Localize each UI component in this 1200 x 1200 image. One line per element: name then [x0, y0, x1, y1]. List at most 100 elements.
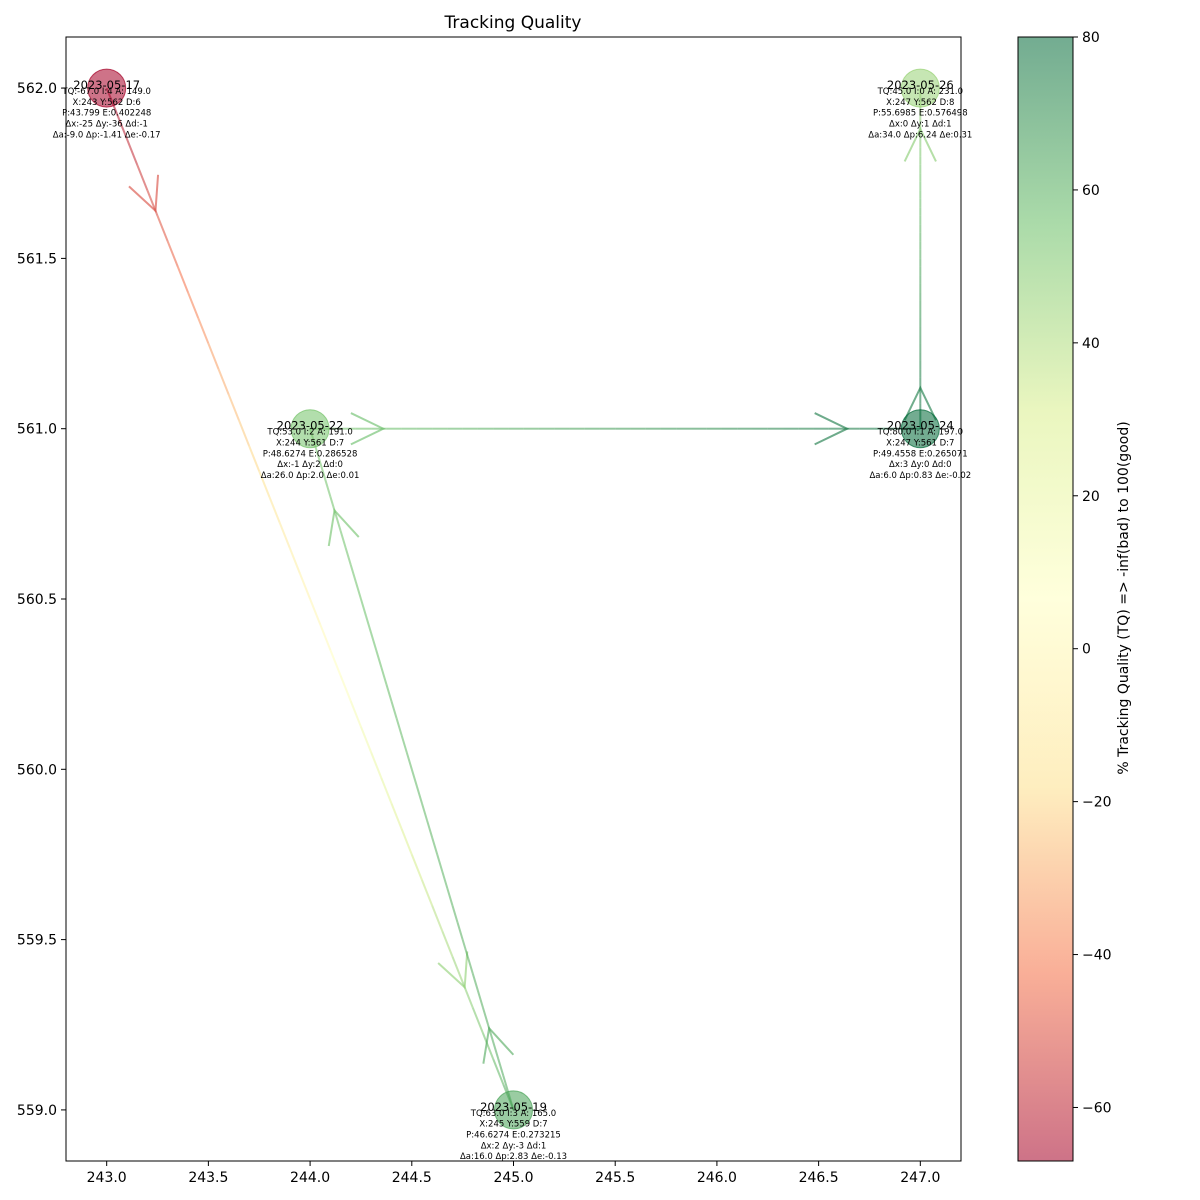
- data-point[interactable]: [900, 409, 940, 449]
- arrow-segment: [344, 547, 352, 566]
- arrow-segment: [410, 769, 418, 787]
- point-info-label: X:247 Y:561 D:7: [886, 438, 954, 448]
- x-tick-label: 245.0: [493, 1170, 533, 1186]
- arrow-segment: [421, 879, 434, 906]
- arrow-segment: [339, 530, 347, 549]
- arrow-segment: [492, 1058, 505, 1085]
- data-point[interactable]: [87, 68, 127, 108]
- arrow-segment: [319, 624, 332, 651]
- arrow-segment: [446, 888, 454, 906]
- arrow-head: [482, 1025, 515, 1064]
- point-info-label: Δx:3 Δy:0 Δd:0: [889, 460, 952, 470]
- arrow-segment: [451, 905, 459, 923]
- point-date-label: 2023-05-24: [887, 419, 954, 433]
- point-info-label: X:243 Y:562 D:6: [73, 98, 141, 108]
- y-tick-label: 562.0: [17, 81, 57, 97]
- arrow-segment: [349, 700, 362, 728]
- x-tick-label: 246.0: [697, 1170, 737, 1186]
- arrow-head: [903, 126, 937, 162]
- x-tick-label: 247.0: [900, 1170, 940, 1186]
- arrow-segment: [451, 956, 464, 983]
- y-tick-label: 560.0: [17, 762, 57, 778]
- arrow-segment: [349, 564, 357, 583]
- arrow-segment: [237, 419, 250, 447]
- point-info-label: P:48.6274 E:0.286528: [263, 449, 358, 459]
- arrow-segment: [461, 939, 469, 957]
- colorbar-tick-label: 20: [1082, 489, 1100, 505]
- x-tick-label: 243.0: [87, 1170, 127, 1186]
- y-tick-label: 561.0: [17, 422, 57, 438]
- arrow-head: [814, 412, 850, 446]
- arrow-segment: [400, 734, 408, 753]
- arrow-segment: [334, 513, 342, 532]
- arrow-head: [327, 508, 360, 547]
- data-point[interactable]: [494, 1090, 533, 1130]
- point-date-label: 2023-05-17: [73, 78, 140, 92]
- point-info-label: P:55.6985 E:0.576498: [873, 109, 968, 119]
- arrow-segment: [492, 1041, 500, 1060]
- x-tick-label: 243.5: [188, 1170, 228, 1186]
- arrow-segment: [415, 786, 423, 804]
- arrow-segment: [380, 666, 388, 685]
- arrow-segment: [380, 777, 393, 804]
- colorbar-tick-label: 60: [1082, 183, 1100, 199]
- point-info-label: Δx:2 Δy:-3 Δd:1: [481, 1141, 547, 1151]
- arrow-segment: [329, 649, 342, 677]
- arrow-segment: [471, 1007, 484, 1034]
- point-date-label: 2023-05-26: [887, 78, 954, 92]
- colorbar-tick-label: 0: [1082, 642, 1091, 658]
- data-point[interactable]: [900, 68, 940, 108]
- arrow-segment: [456, 922, 464, 940]
- arrow-segment: [268, 496, 281, 523]
- point-info-label: P:43.799 E:0.402248: [62, 109, 151, 119]
- point-info-label: Δx:-1 Δy:2 Δd:0: [277, 460, 343, 470]
- arrow-segment: [288, 547, 301, 574]
- arrow-segment: [441, 930, 454, 958]
- arrow-segment: [360, 726, 373, 753]
- colorbar-tick-label: −60: [1082, 1100, 1112, 1116]
- arrow-segment: [136, 164, 149, 191]
- point-info-label: Δa:6.0 Δp:0.83 Δe:-0.02: [869, 471, 971, 481]
- point-info-label: Δa:26.0 Δp:2.0 Δe:0.01: [261, 471, 360, 481]
- arrow-segment: [217, 368, 230, 396]
- arrow-segment: [476, 990, 484, 1009]
- arrow-segment: [436, 854, 444, 872]
- colorbar-tick-label: 40: [1082, 336, 1100, 352]
- arrow-segment: [298, 573, 312, 600]
- arrow-segment: [319, 462, 327, 481]
- arrow-segment: [482, 1032, 495, 1060]
- arrow-segment: [390, 700, 398, 719]
- x-tick-label: 244.5: [392, 1170, 432, 1186]
- point-info-label: P:46.6274 E:0.273215: [466, 1131, 561, 1141]
- arrow-segment: [370, 632, 378, 651]
- x-tick-label: 246.5: [799, 1170, 839, 1186]
- arrow-segment: [410, 854, 423, 881]
- arrow-segment: [421, 803, 429, 821]
- arrow-segment: [375, 649, 383, 668]
- arrow-segment: [431, 905, 444, 932]
- point-info-label: Δa:16.0 Δp:2.83 Δe:-0.13: [460, 1152, 567, 1162]
- arrow-segment: [176, 266, 189, 293]
- point-info-label: TQ:-67.0 I:4 A: 149.0: [61, 87, 151, 97]
- arrow-head: [437, 951, 469, 990]
- data-point[interactable]: [290, 409, 330, 449]
- arrow-segment: [314, 445, 322, 464]
- arrow-segment: [497, 1058, 505, 1077]
- arrow-head: [128, 174, 160, 213]
- point-info-label: TQ:45.0 I:0 A: 231.0: [877, 87, 963, 97]
- arrow-segment: [324, 479, 332, 498]
- arrow-segment: [248, 445, 261, 472]
- arrow-head: [903, 385, 937, 421]
- arrow-segment: [471, 973, 479, 991]
- arrow-segment: [156, 215, 169, 242]
- point-info-label: X:247 Y:562 D:8: [886, 98, 954, 108]
- point-date-label: 2023-05-22: [277, 419, 344, 433]
- point-info-label: TQ:53.0 I:2 A: 191.0: [266, 428, 352, 438]
- point-info-label: Δx:0 Δy:1 Δd:1: [889, 119, 952, 129]
- arrow-segment: [502, 1075, 510, 1094]
- colorbar-label: % Tracking Quality (TQ) => -inf(bad) to …: [1116, 421, 1132, 774]
- x-tick-label: 244.0: [290, 1170, 330, 1186]
- arrow-segment: [197, 317, 210, 344]
